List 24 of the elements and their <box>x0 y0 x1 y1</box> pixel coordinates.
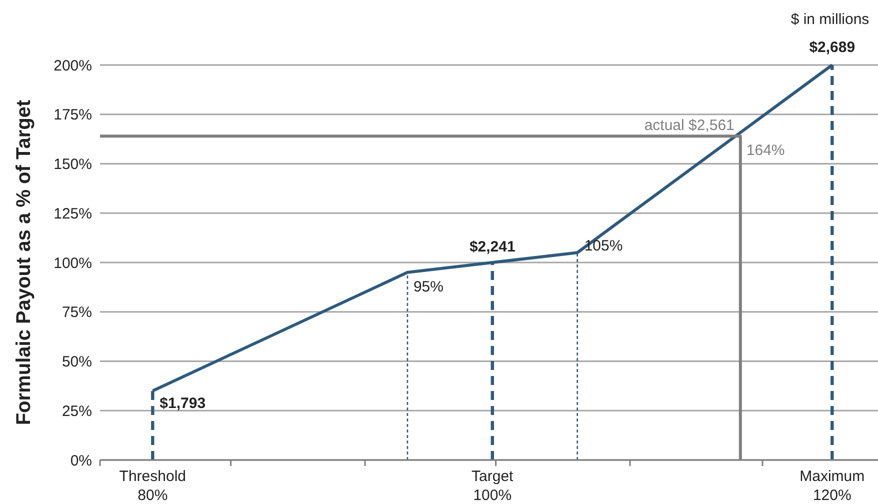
y-tick-label: 100% <box>54 254 92 272</box>
y-tick-label: 125% <box>54 205 92 222</box>
text: Threshold <box>119 468 186 485</box>
y-tick-label: 50% <box>62 354 92 370</box>
annotation: $2,241 <box>469 238 516 256</box>
annotation: actual $2,561 <box>644 117 734 134</box>
x-tick-label: 120% <box>812 487 852 504</box>
x-tick-label: 80% <box>138 487 168 504</box>
y-tick-label: 150% <box>54 156 92 173</box>
annotation: 105% <box>584 238 623 255</box>
y-tick-label: 0% <box>70 452 92 470</box>
text: Target <box>472 468 514 485</box>
y-tick-label: 75% <box>62 304 92 322</box>
y-tick-label: 200% <box>54 57 92 74</box>
text: $ in millions <box>790 11 870 28</box>
y-tick-label: 175% <box>54 106 92 124</box>
annotation: 95% <box>413 278 444 296</box>
y-axis-title: Formulaic Payout as a % of Target <box>13 100 35 426</box>
text: Maximum <box>800 468 865 485</box>
x-tick-label: 100% <box>473 487 512 504</box>
annotation: 164% <box>746 142 785 160</box>
annotation: $1,793 <box>160 394 206 412</box>
annotation: $2,689 <box>809 39 856 56</box>
y-tick-label: 25% <box>62 402 92 420</box>
